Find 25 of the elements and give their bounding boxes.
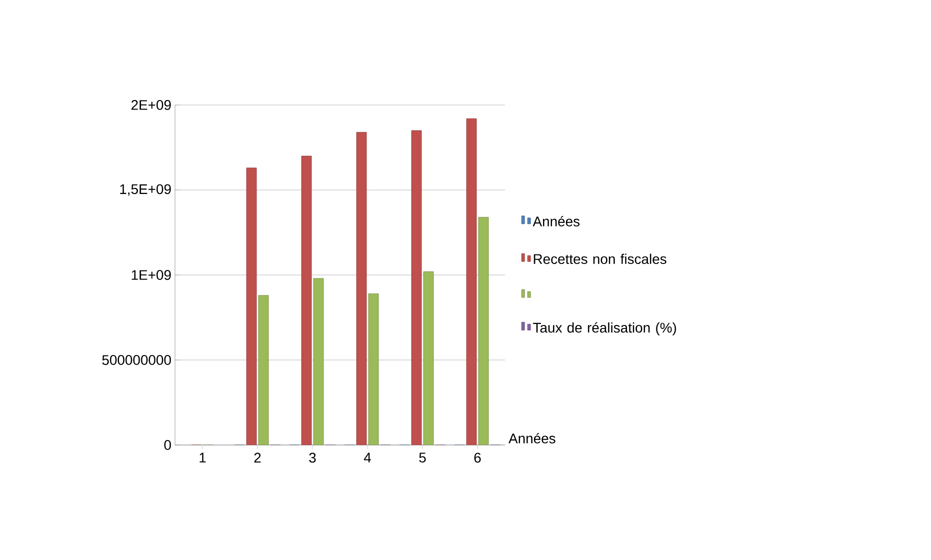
y-tick-label: 500000000 (102, 355, 171, 365)
y-tick-label: 1,5E+09 (120, 184, 171, 196)
bar (368, 293, 379, 445)
x-tick-label: 6 (474, 452, 481, 463)
x-tick-label: 1 (200, 452, 206, 462)
bar (313, 278, 324, 445)
bar (246, 168, 257, 445)
x-axis-title: Années (508, 432, 556, 444)
bar (258, 295, 269, 445)
bar (423, 271, 434, 445)
y-tick-label: 0 (164, 440, 171, 450)
legend-label: Années (532, 216, 580, 226)
bar (411, 130, 422, 445)
y-tick-label: 2E+09 (131, 100, 171, 110)
bar (356, 132, 367, 445)
x-tick-label: 5 (419, 452, 426, 463)
x-tick-label: 4 (364, 452, 371, 462)
bar (301, 156, 312, 445)
bar (466, 118, 477, 445)
x-tick-label: 2 (254, 452, 261, 463)
bar (478, 216, 489, 445)
legend-label: Taux de réalisation (%) (533, 322, 676, 336)
legend-label: Recettes non fiscales (534, 254, 666, 264)
y-tick-label: 1E+09 (132, 270, 171, 280)
x-tick-label: 3 (309, 452, 316, 463)
